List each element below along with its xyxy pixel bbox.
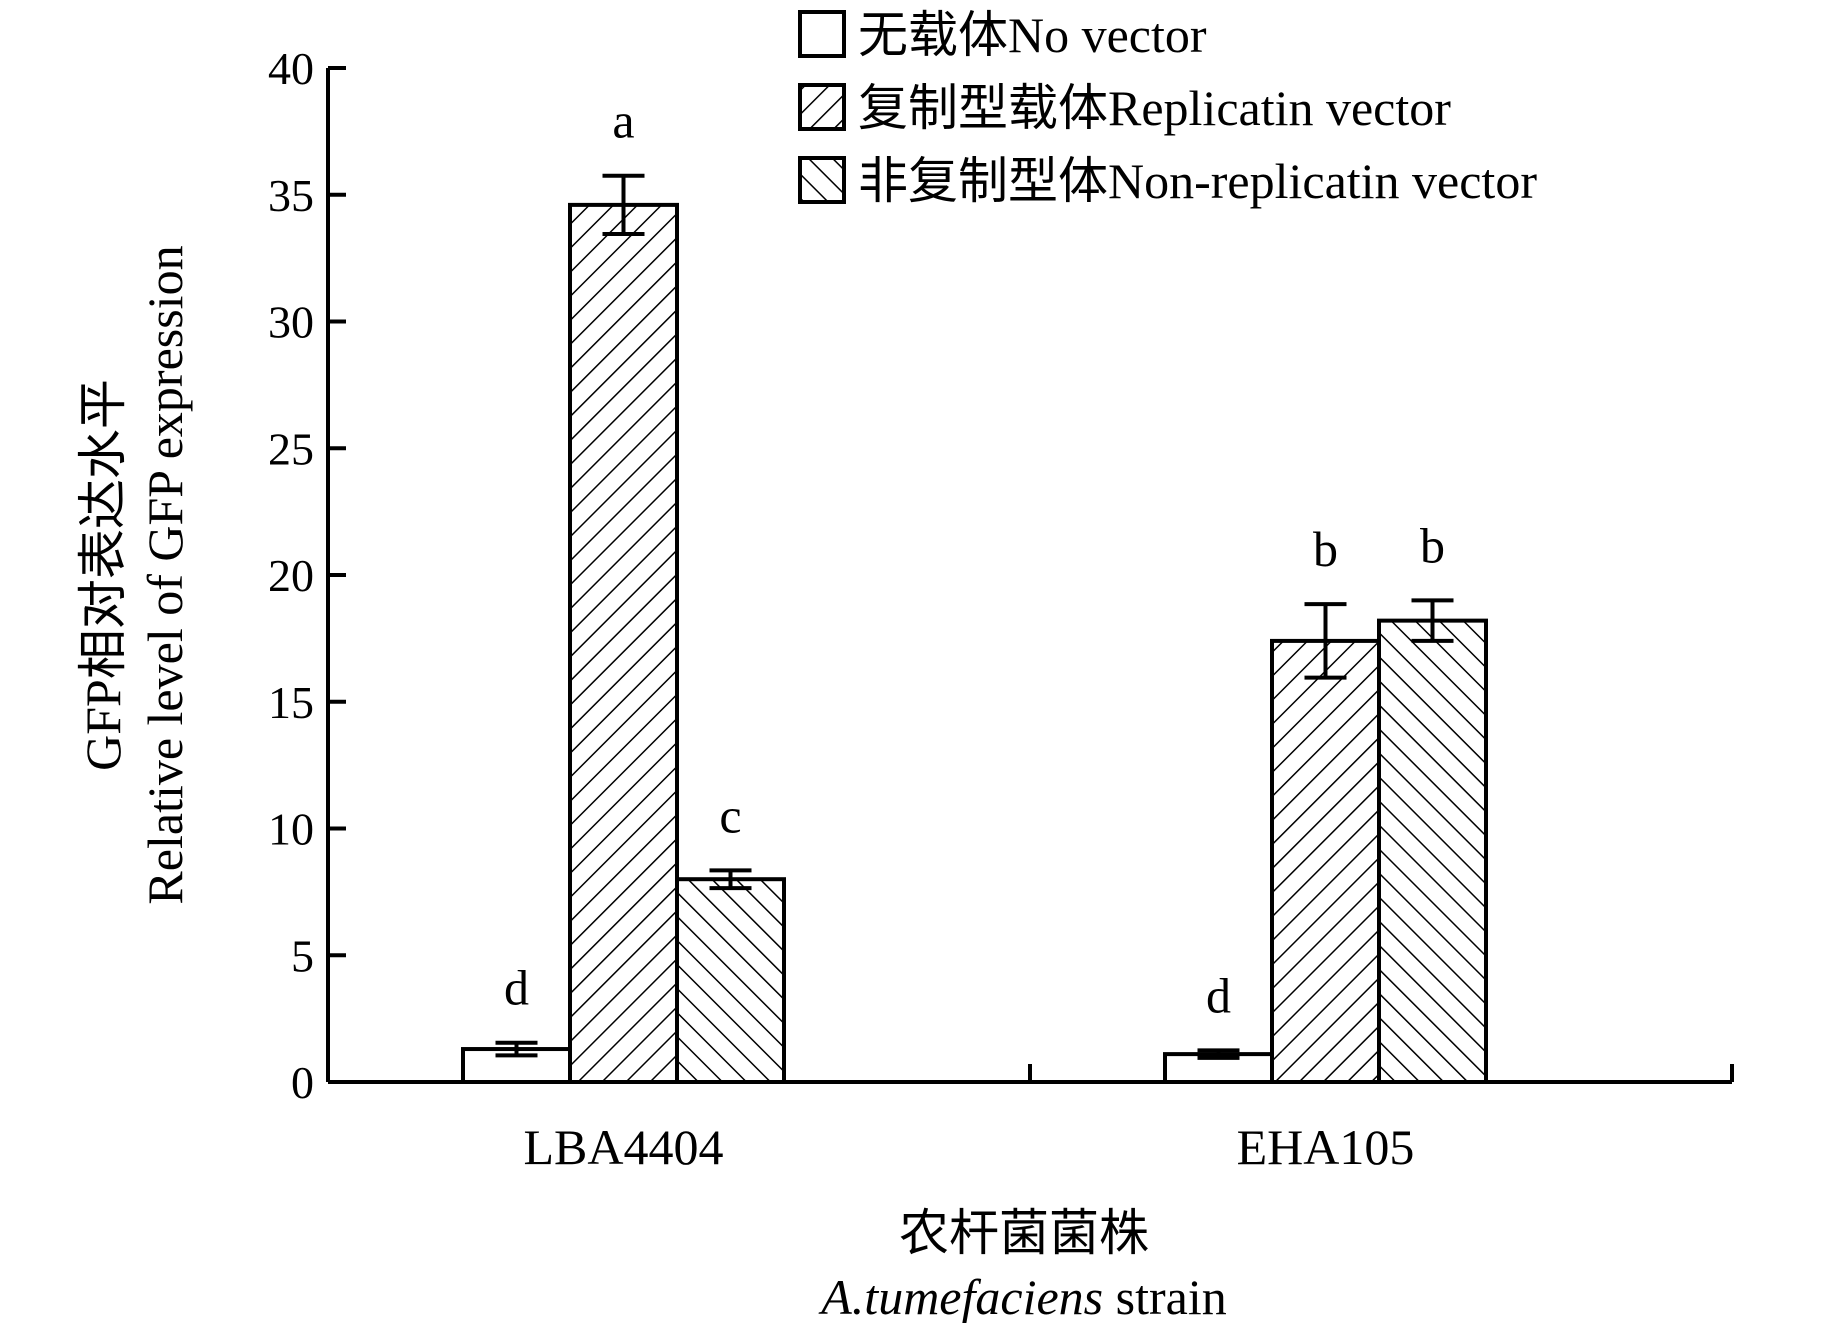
y-tick-label: 25 [268, 423, 314, 474]
y-tick-label: 35 [268, 170, 314, 221]
y-axis-title-line2: Relative level of GFP expression [137, 245, 193, 904]
significance-letter: d [504, 960, 529, 1016]
legend-label: 无载体No vector [858, 7, 1207, 63]
y-tick-label: 30 [268, 297, 314, 348]
y-axis-title: GFP相对表达水平 Relative level of GFP expressi… [75, 245, 193, 904]
legend: 无载体No vector 复制型载体Replicatin vector 非复制型体N… [798, 7, 1537, 209]
bar [675, 877, 786, 1085]
y-tick-label: 0 [291, 1057, 314, 1108]
x-axis-title-line2: A.tumefaciens strain [818, 1269, 1226, 1323]
y-tick-label: 10 [268, 804, 314, 855]
x-axis-title-line1: 农杆菌菌株 [899, 1205, 1149, 1261]
significance-letter: b [1420, 517, 1445, 573]
significance-letter: d [1206, 967, 1231, 1023]
x-axis-title-rest: strain [1103, 1269, 1227, 1323]
axes-layer: 0 5 10 15 20 25 30 35 40 LBA4404 EHA105 [268, 43, 1734, 1175]
y-axis-title-line1: GFP相对表达水平 [75, 379, 131, 771]
bars-layer: d a c d b b [461, 93, 1488, 1085]
significance-letter: a [612, 93, 634, 149]
bar [568, 202, 679, 1084]
y-tick-label: 5 [291, 930, 314, 981]
legend-swatch [798, 10, 846, 58]
bar [1270, 638, 1381, 1084]
bar [1377, 618, 1488, 1084]
legend-swatch [798, 83, 846, 131]
x-tick-label: EHA105 [1237, 1119, 1415, 1175]
legend-label: 复制型载体Replicatin vector [858, 80, 1451, 136]
legend-swatch [798, 156, 846, 204]
x-tick-label: LBA4404 [524, 1119, 724, 1175]
y-tick-label: 40 [268, 43, 314, 94]
y-tick-label: 15 [268, 677, 314, 728]
x-axis-title-species: A.tumefaciens [818, 1269, 1103, 1323]
y-tick-label: 20 [268, 550, 314, 601]
significance-letter: c [719, 787, 741, 843]
significance-letter: b [1313, 521, 1338, 577]
legend-label: 非复制型体Non-replicatin vector [858, 153, 1537, 209]
